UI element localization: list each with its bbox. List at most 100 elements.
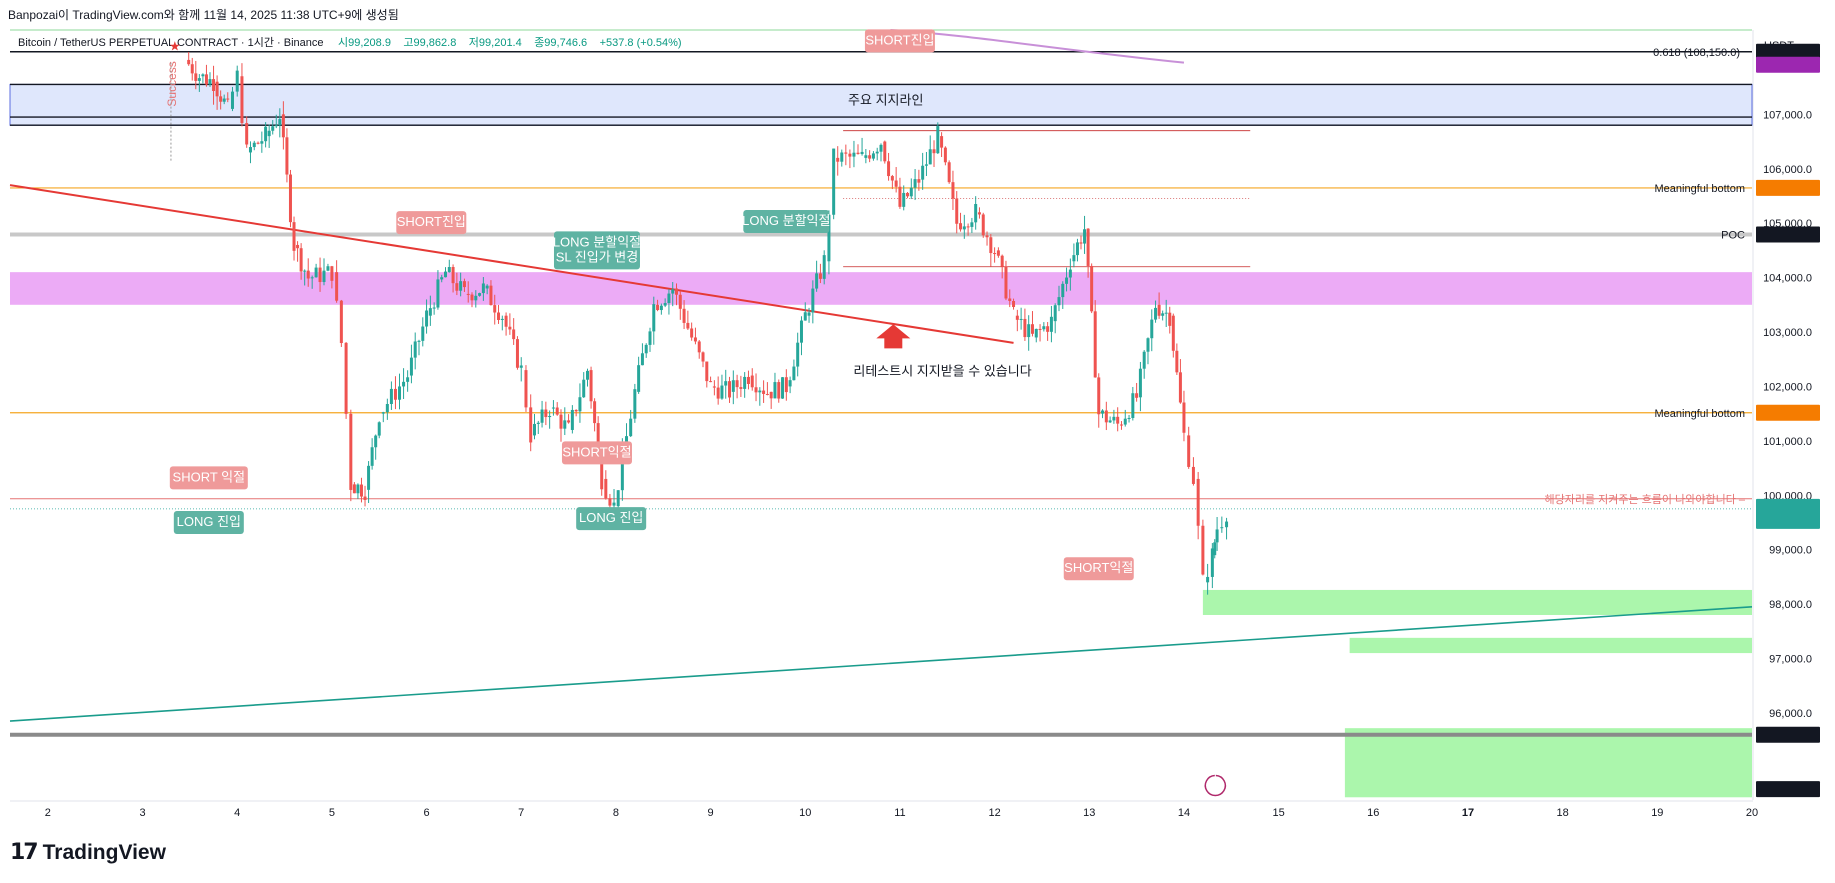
candle-body — [890, 176, 894, 181]
candle-body — [1215, 529, 1219, 543]
candle-body — [815, 273, 819, 289]
candle-body — [398, 386, 402, 400]
descending-trendline — [9, 184, 1014, 344]
annotation-label: LONG 분할익절 — [742, 213, 830, 228]
candle-body — [519, 365, 523, 368]
candle-body — [777, 382, 781, 399]
candle-body — [370, 447, 374, 466]
candle-body — [1065, 277, 1069, 284]
candle-body — [474, 295, 478, 301]
candle-body — [1068, 269, 1072, 278]
symbol-bar: Bitcoin / TetherUS PERPETUAL CONTRACT · … — [18, 36, 682, 49]
candle-body — [389, 388, 393, 405]
candle-body — [1108, 420, 1112, 423]
candle-body — [1127, 417, 1131, 419]
time-tick: 14 — [1178, 807, 1190, 819]
time-tick: 18 — [1557, 807, 1569, 819]
time-tick: 3 — [139, 807, 145, 819]
candle-body — [563, 420, 567, 429]
candle-body — [894, 180, 898, 187]
annotation-label: SHORT진입 — [397, 214, 466, 229]
candle-body — [822, 255, 826, 279]
candle-body — [883, 141, 887, 162]
candle-body — [735, 380, 739, 388]
candle-body — [344, 342, 348, 414]
candle-body — [868, 155, 872, 159]
candle-body — [330, 266, 334, 281]
candle-body — [909, 187, 913, 197]
annotation-label: LONG 분할익절 SL 진입가 변경 — [553, 234, 641, 264]
candle-body — [385, 404, 389, 413]
candle-body — [731, 380, 735, 392]
candle-body — [356, 484, 360, 494]
annotation-label: SHORT진입 — [865, 32, 934, 47]
candle-body — [363, 496, 367, 500]
candle-body — [222, 98, 226, 102]
candle-body — [1225, 521, 1229, 528]
candle-body — [875, 151, 879, 154]
annotation-badge-long — [553, 231, 640, 270]
annotation-badge-short — [864, 29, 935, 53]
candle-body — [230, 91, 234, 109]
candle-body — [1182, 402, 1186, 433]
level-label-0: 0.618 (108,150.0) — [1653, 47, 1740, 59]
price-tick: 103,000.0 — [1763, 327, 1812, 339]
candle-body — [497, 312, 501, 320]
candle-body — [966, 226, 970, 228]
candle-body — [212, 79, 216, 91]
candle-body — [201, 74, 205, 77]
candle-body — [512, 329, 516, 340]
candle-body — [940, 136, 944, 148]
candle-body — [936, 126, 940, 154]
candle-body — [1175, 350, 1179, 373]
candle-body — [245, 123, 249, 145]
candle-body — [1093, 311, 1097, 378]
time-tick: 5 — [329, 807, 335, 819]
candle-body — [928, 149, 932, 165]
candle-body — [281, 114, 285, 138]
candle-body — [633, 389, 637, 419]
candle-body — [781, 377, 785, 399]
level-label-4: Meaningful bottom — [1655, 408, 1746, 420]
time-tick: 8 — [613, 807, 619, 819]
time-tick: 11 — [894, 807, 905, 819]
zone-green-1 — [1202, 589, 1752, 615]
candle-body — [1090, 265, 1094, 312]
candle-body — [856, 152, 860, 155]
candle-body — [314, 267, 318, 278]
price-tick: 101,000.0 — [1763, 436, 1812, 448]
annotation-text: 주요 지지라인 — [848, 93, 923, 108]
candle-body — [648, 331, 652, 345]
tradingview-logo[interactable]: 17 TradingView — [10, 840, 166, 865]
price-tick: 96,000.0 — [1769, 708, 1812, 720]
candle-body — [697, 341, 701, 353]
candle-body — [750, 375, 754, 388]
success-star-icon: ★ — [169, 39, 181, 54]
candle-body — [1034, 328, 1038, 338]
candle-body — [959, 223, 963, 230]
candle-body — [678, 294, 682, 309]
candle-body — [701, 352, 705, 362]
candle-body — [671, 289, 675, 294]
candle-body — [544, 409, 548, 418]
candle-body — [667, 293, 671, 304]
candle-body — [663, 303, 667, 306]
candle-body — [574, 409, 578, 412]
candle-body — [570, 409, 574, 430]
candle-body — [1046, 326, 1050, 332]
symbol-name: Bitcoin / TetherUS PERPETUAL CONTRACT · … — [18, 36, 324, 49]
candle-body — [848, 153, 852, 157]
candle-body — [409, 357, 413, 376]
candle-body — [428, 308, 432, 316]
time-tick: 2 — [45, 807, 51, 819]
lightning-icon — [1204, 774, 1227, 797]
candle-body — [754, 387, 758, 393]
candle-body — [252, 142, 256, 148]
candle-body — [690, 328, 694, 338]
candle-body — [1150, 319, 1154, 339]
candle-body — [1161, 313, 1165, 316]
candle-body — [879, 144, 883, 152]
candle-body — [190, 64, 194, 74]
candle-body — [675, 288, 679, 295]
